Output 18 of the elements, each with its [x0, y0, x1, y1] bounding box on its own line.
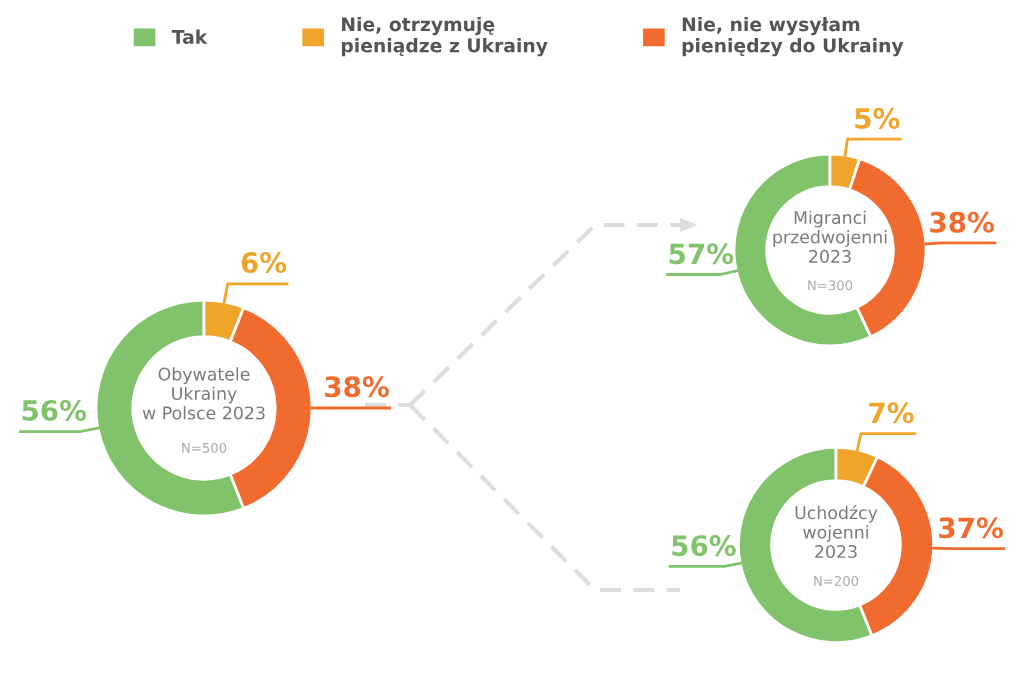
- legend-label: Nie, nie wysyłam pieniędzy do Ukrainy: [682, 16, 904, 57]
- data-label: 37%: [939, 517, 1003, 539]
- data-label: 7%: [869, 402, 914, 424]
- data-label: 57%: [669, 243, 734, 265]
- text: Migranci przedwojenni 2023: [773, 210, 887, 263]
- text: N=200: [814, 575, 859, 586]
- data-label: 38%: [325, 376, 389, 398]
- data-label: 5%: [855, 107, 900, 129]
- data-label: 56%: [22, 399, 87, 421]
- data-label: 6%: [241, 252, 287, 274]
- text: Uchodźcy wojenni 2023: [795, 505, 878, 559]
- text: N=500: [182, 442, 227, 453]
- data-label: 56%: [672, 535, 736, 557]
- text: N=300: [808, 280, 853, 291]
- text: Obywatele Ukrainy w Polsce 2023: [142, 367, 265, 420]
- legend-label: Tak: [171, 29, 208, 44]
- data-label: 38%: [930, 211, 995, 233]
- legend-label: Nie, otrzymuję pieniądze z Ukrainy: [341, 16, 548, 57]
